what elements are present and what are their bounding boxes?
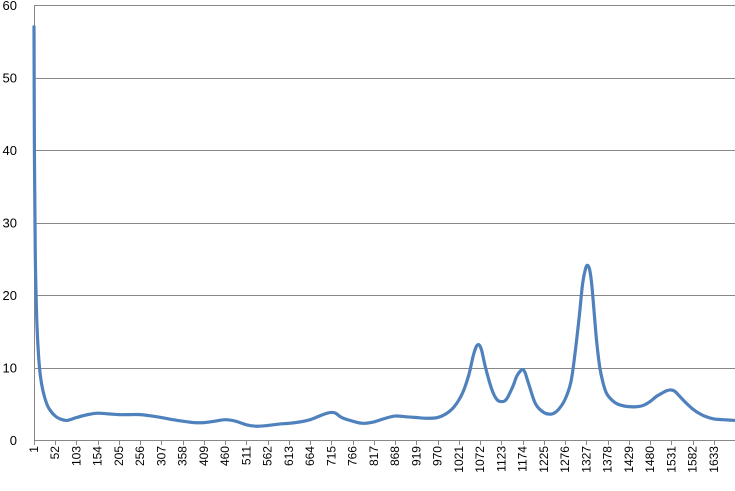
x-tick-label: 1531 — [664, 446, 678, 473]
x-tick-label: 52 — [48, 446, 62, 460]
x-tick-label: 919 — [409, 446, 423, 466]
x-tick-label: 817 — [367, 446, 381, 466]
x-tick-label: 613 — [282, 446, 296, 466]
y-tick-label: 10 — [3, 361, 17, 376]
y-tick-label: 60 — [3, 0, 17, 13]
y-tick-label: 30 — [3, 216, 17, 231]
x-tick-label: 154 — [91, 446, 105, 466]
series-line-1 — [32, 25, 735, 428]
x-tick-label: 1174 — [516, 446, 530, 472]
series-layer — [32, 25, 735, 428]
x-tick-label: 460 — [218, 446, 232, 466]
x-tick-label: 970 — [431, 446, 445, 466]
x-tick-label: 1378 — [601, 446, 615, 473]
y-tick-labels: 0 10 20 30 40 50 60 — [3, 0, 17, 448]
x-tick-label: 1429 — [622, 446, 636, 473]
y-tick-label: 0 — [10, 433, 17, 448]
x-tick-label: 562 — [261, 446, 275, 466]
x-tick-labels: 1 52 103 154 205 256 307 358 409 460 511 562 613 664 7… — [27, 446, 721, 473]
y-tick-label: 50 — [3, 71, 17, 86]
x-tick-label: 1021 — [452, 446, 466, 473]
x-tick-label: 1123 — [494, 446, 508, 472]
x-tick-label: 1582 — [686, 446, 700, 473]
x-tick-label: 205 — [112, 446, 126, 466]
x-tick-label: 409 — [197, 446, 211, 466]
y-tick-label: 20 — [3, 288, 17, 303]
x-tick-label: 1480 — [643, 446, 657, 473]
axes — [34, 5, 735, 445]
gridlines — [34, 5, 735, 369]
x-tick-label: 868 — [388, 446, 402, 466]
y-tick-label: 40 — [3, 143, 17, 158]
x-tick-label: 358 — [176, 446, 190, 466]
x-tick-label: 1225 — [537, 446, 551, 473]
x-tick-label: 1276 — [558, 446, 572, 473]
x-tick-label: 664 — [303, 446, 317, 466]
x-tick-label: 1 — [27, 446, 41, 453]
x-tick-label: 1633 — [707, 446, 721, 473]
x-tick-label: 511 — [239, 446, 253, 465]
x-tick-label: 103 — [69, 446, 83, 466]
x-tick-label: 1072 — [473, 446, 487, 473]
x-tick-label: 256 — [133, 446, 147, 466]
x-tick-label: 766 — [346, 446, 360, 466]
x-tick-label: 307 — [154, 446, 168, 466]
x-tick-label: 1327 — [579, 446, 593, 473]
x-tick-label: 715 — [324, 446, 338, 466]
